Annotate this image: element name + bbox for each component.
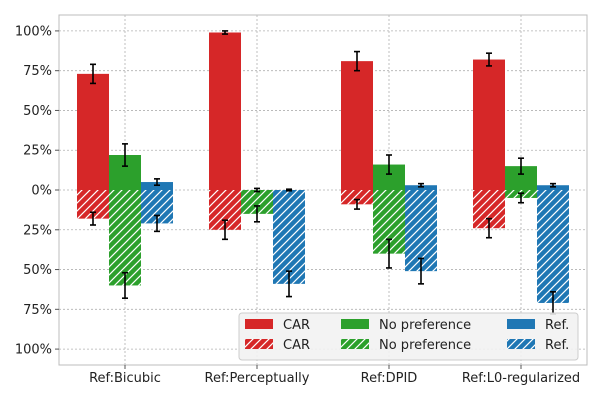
bar-hatch	[537, 190, 569, 303]
y-tick-label: 75%	[23, 64, 52, 79]
y-tick-label: 75%	[23, 303, 52, 318]
bar	[505, 166, 537, 190]
legend-label: CAR	[283, 338, 310, 353]
y-tick-label: 0%	[31, 184, 52, 199]
bar	[341, 61, 373, 190]
x-axis: Ref:Bicubic Ref:Perceptually Ref:DPID Ref:L…	[89, 365, 580, 386]
bars	[77, 32, 569, 303]
legend-swatch-hatch	[341, 339, 369, 349]
legend-label: No preference	[379, 318, 471, 333]
legend-swatch	[245, 319, 273, 329]
x-tick-label: Ref:Bicubic	[89, 371, 161, 386]
y-tick-label: 50%	[23, 263, 52, 278]
y-tick-label: 25%	[23, 223, 52, 238]
y-tick-label: 100%	[15, 24, 52, 39]
x-tick-label: Ref:DPID	[361, 371, 418, 386]
bar	[473, 59, 505, 190]
bar-hatch	[241, 190, 273, 214]
legend-label: Ref.	[545, 318, 569, 333]
legend-label: Ref.	[545, 338, 569, 353]
x-tick-label: Ref:L0-regularized	[462, 371, 580, 386]
legend-swatch-hatch	[245, 339, 273, 349]
x-tick-label: Ref:Perceptually	[205, 371, 310, 386]
grid	[59, 15, 587, 365]
bar-hatch	[273, 190, 305, 284]
y-tick-label: 100%	[15, 343, 52, 358]
bar-hatch	[341, 190, 373, 205]
y-axis: 100% 75% 50% 25% 0% 25% 50% 75% 100%	[15, 24, 59, 358]
legend-swatch-hatch	[507, 339, 535, 349]
legend-swatch	[507, 319, 535, 329]
y-tick-label: 25%	[23, 144, 52, 159]
error-bars	[90, 30, 556, 315]
legend-swatch	[341, 319, 369, 329]
legend-label: No preference	[379, 338, 471, 353]
bar	[209, 32, 241, 190]
bar	[77, 73, 109, 190]
legend: CAR No preference Ref. CAR No preference Ref.	[238, 312, 579, 361]
legend-box	[238, 312, 579, 361]
bar-hatch	[109, 190, 141, 286]
legend-label: CAR	[283, 318, 310, 333]
y-tick-label: 50%	[23, 104, 52, 119]
